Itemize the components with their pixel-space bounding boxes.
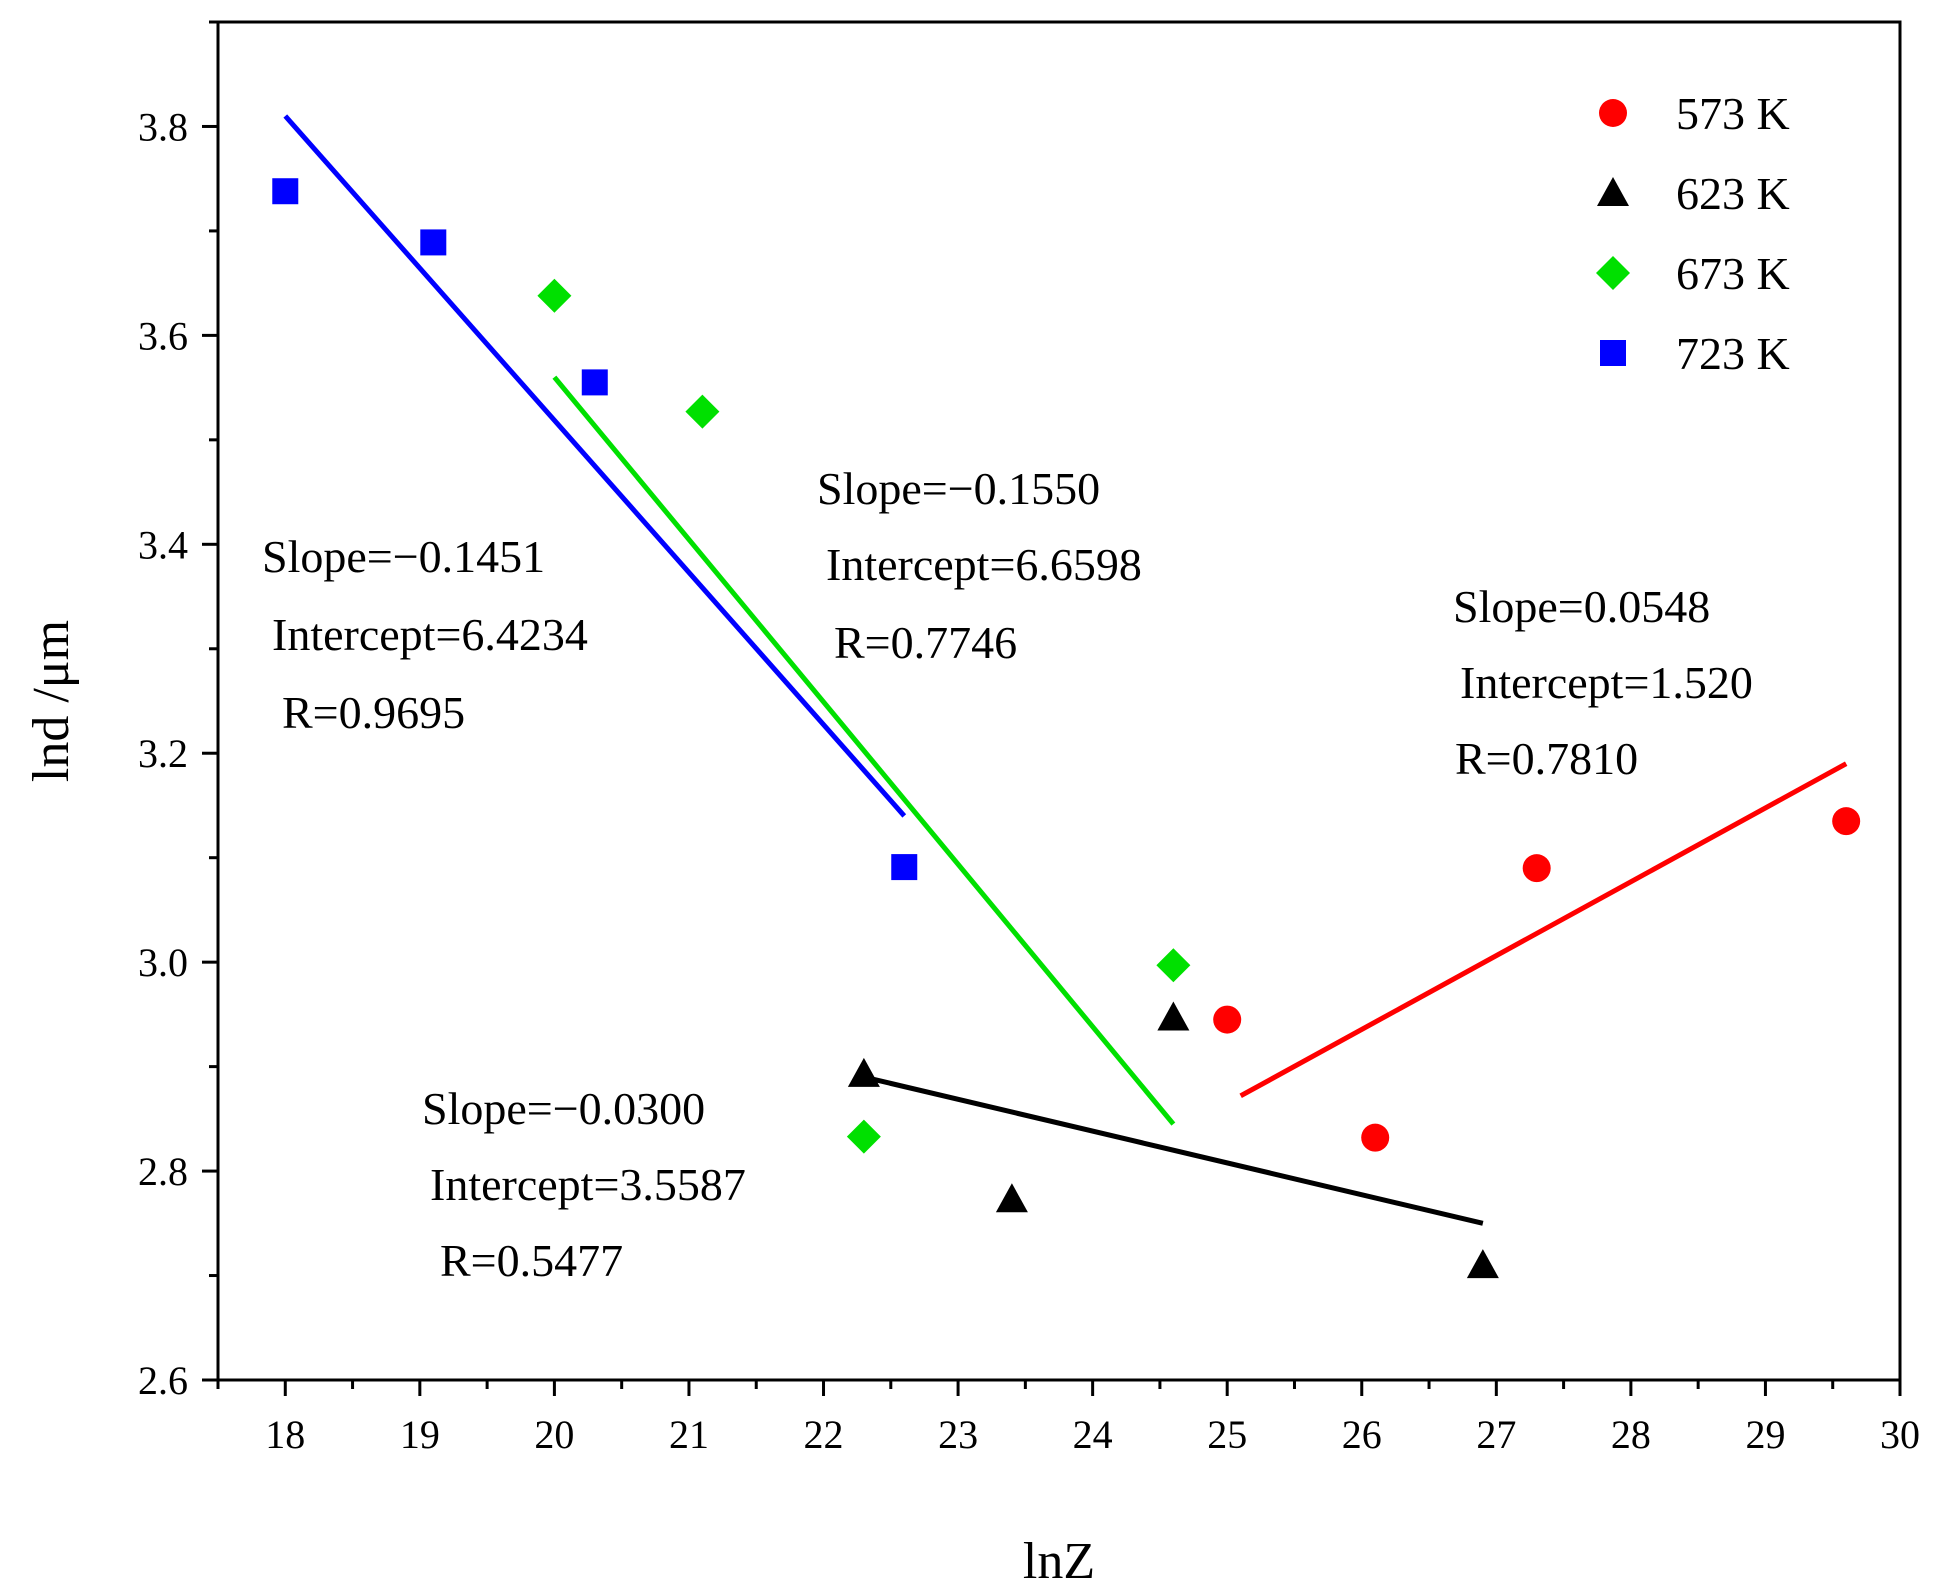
x-tick-label: 18 (265, 1412, 305, 1457)
fit-annotation-723-K: Slope=−0.1451 (262, 531, 545, 582)
legend-label: 673 K (1676, 248, 1790, 299)
fit-annotation-673-K: Slope=−0.1550 (817, 463, 1100, 514)
fit-annotation-623-K: Slope=−0.0300 (422, 1083, 705, 1134)
legend-marker-673-K (1596, 256, 1630, 290)
data-point-723-K (420, 229, 447, 256)
y-tick-label: 2.8 (138, 1149, 188, 1194)
axis-ticks: 18 19 20 21 22 23 24 25 26 27 28 29 30 2.6 2.8 3.0 3.2 3.… (138, 20, 1920, 1457)
fit-line-623-K (863, 1074, 1484, 1226)
x-tick-label: 22 (804, 1412, 844, 1457)
fit-annotation-573-K: Intercept=1.520 (1460, 657, 1753, 708)
legend-marker-573-K (1599, 99, 1627, 127)
y-tick-label: 3.2 (138, 731, 188, 776)
data-point-623-K (995, 1183, 1028, 1213)
y-tick-label: 3.8 (138, 104, 188, 149)
x-tick-label: 25 (1207, 1412, 1247, 1457)
data-point-623-K (847, 1057, 880, 1087)
legend-label: 723 K (1676, 328, 1790, 379)
legend-marker-623-K (1597, 177, 1629, 206)
fit-annotation-573-K: R=0.7810 (1455, 733, 1638, 784)
fit-line-673-K (552, 375, 1176, 1126)
legend: 573 K 623 K 673 K 723 K (1596, 88, 1790, 379)
data-point-573-K (1361, 1123, 1390, 1152)
data-point-723-K (581, 369, 608, 396)
y-tick-label: 2.6 (138, 1358, 188, 1403)
x-axis-title: lnZ (1023, 1533, 1095, 1590)
x-tick-label: 21 (669, 1412, 709, 1457)
data-point-723-K (891, 854, 918, 881)
fit-lines (283, 114, 1848, 1226)
x-tick-label: 30 (1880, 1412, 1920, 1457)
fit-annotations: Slope=0.0548 Intercept=1.520 R=0.7810 Slope… (262, 463, 1753, 1286)
data-point-573-K (1213, 1005, 1242, 1034)
x-tick-label: 29 (1745, 1412, 1785, 1457)
fit-line-573-K (1239, 761, 1848, 1099)
legend-label: 623 K (1676, 168, 1790, 219)
data-point-723-K (272, 178, 299, 205)
y-axis-title: lnd /μm (23, 620, 80, 782)
legend-marker-723-K (1600, 340, 1626, 366)
x-tick-label: 28 (1611, 1412, 1651, 1457)
fit-annotation-723-K: R=0.9695 (282, 687, 465, 738)
x-tick-label: 24 (1073, 1412, 1113, 1457)
x-tick-label: 23 (938, 1412, 978, 1457)
fit-annotation-573-K: Slope=0.0548 (1453, 581, 1710, 632)
data-markers (272, 178, 1861, 1279)
data-point-673-K (685, 394, 720, 429)
data-point-673-K (537, 278, 572, 313)
fit-annotation-623-K: R=0.5477 (440, 1235, 623, 1286)
plot-frame (216, 20, 1902, 1382)
data-point-623-K (1157, 1001, 1190, 1031)
y-tick-label: 3.0 (138, 940, 188, 985)
legend-label: 573 K (1676, 88, 1790, 139)
x-tick-label: 19 (400, 1412, 440, 1457)
data-point-573-K (1522, 854, 1551, 883)
fit-annotation-673-K: R=0.7746 (834, 617, 1017, 668)
data-point-623-K (1466, 1249, 1499, 1279)
x-tick-label: 27 (1476, 1412, 1516, 1457)
fit-annotation-673-K: Intercept=6.6598 (826, 539, 1142, 590)
x-tick-label: 20 (534, 1412, 574, 1457)
fit-line-723-K (283, 114, 907, 818)
data-point-573-K (1832, 807, 1861, 836)
y-tick-label: 3.4 (138, 522, 188, 567)
x-tick-label: 26 (1342, 1412, 1382, 1457)
data-point-673-K (846, 1119, 881, 1154)
y-tick-label: 3.6 (138, 313, 188, 358)
fit-annotation-723-K: Intercept=6.4234 (272, 609, 588, 660)
data-point-673-K (1156, 948, 1191, 983)
fit-annotation-623-K: Intercept=3.5587 (430, 1159, 746, 1210)
